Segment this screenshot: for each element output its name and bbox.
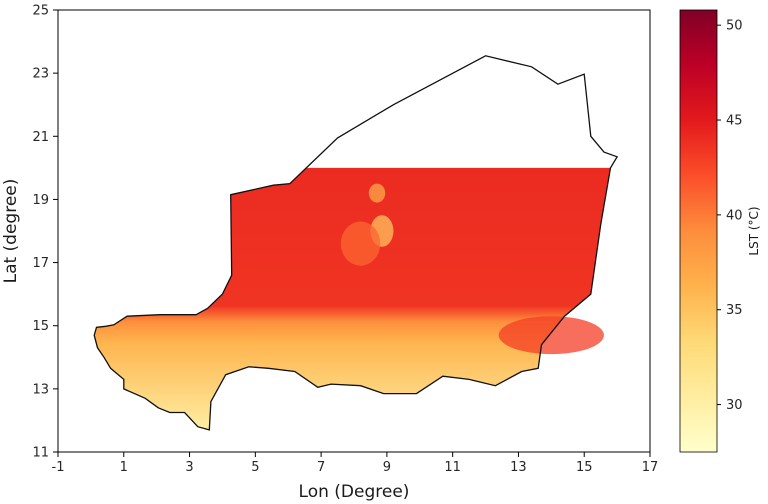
colorbar-tick-label: 50 bbox=[726, 19, 743, 34]
colorbar-tick-label: 45 bbox=[726, 114, 743, 129]
x-tick-label: 9 bbox=[383, 460, 391, 475]
x-tick-label: 7 bbox=[317, 460, 325, 475]
y-tick-label: 19 bbox=[32, 193, 49, 208]
x-axis-label: Lon (Degree) bbox=[299, 482, 410, 502]
x-tick-label: 3 bbox=[185, 460, 193, 475]
y-tick-label: 25 bbox=[32, 4, 49, 19]
colorbar-tick-label: 40 bbox=[726, 208, 743, 223]
y-tick-label: 17 bbox=[32, 256, 49, 271]
x-tick-label: 1 bbox=[120, 460, 128, 475]
x-tick-label: 15 bbox=[576, 460, 593, 475]
y-axis-label: Lat (degree) bbox=[1, 179, 21, 284]
x-tick-label: -1 bbox=[52, 460, 65, 475]
niger-border bbox=[93, 55, 619, 431]
colorbar-ticks: 30 35 40 45 50 bbox=[717, 19, 743, 413]
x-tick-label: 5 bbox=[251, 460, 259, 475]
y-tick-label: 13 bbox=[32, 382, 49, 397]
y-tick-label: 11 bbox=[32, 446, 49, 461]
x-tick-label: 17 bbox=[642, 460, 659, 475]
colorbar bbox=[679, 9, 718, 453]
hotspots bbox=[340, 183, 604, 355]
y-tick-label: 15 bbox=[32, 319, 49, 334]
y-axis: 11 13 15 17 19 21 23 25 bbox=[32, 4, 58, 461]
colorbar-tick-label: 35 bbox=[726, 303, 743, 318]
y-tick-label: 21 bbox=[32, 130, 49, 145]
y-tick-label: 23 bbox=[32, 67, 49, 82]
x-tick-label: 11 bbox=[444, 460, 461, 475]
lst-patch bbox=[368, 183, 386, 203]
lst-field bbox=[94, 167, 611, 430]
colorbar-label: LST (°C) bbox=[747, 206, 761, 255]
colorbar-tick-label: 30 bbox=[726, 398, 743, 413]
lst-patch bbox=[340, 221, 381, 266]
lst-patch bbox=[498, 316, 604, 355]
x-tick-label: 13 bbox=[510, 460, 527, 475]
x-axis: -1 1 3 5 7 9 11 13 15 17 bbox=[52, 452, 659, 475]
